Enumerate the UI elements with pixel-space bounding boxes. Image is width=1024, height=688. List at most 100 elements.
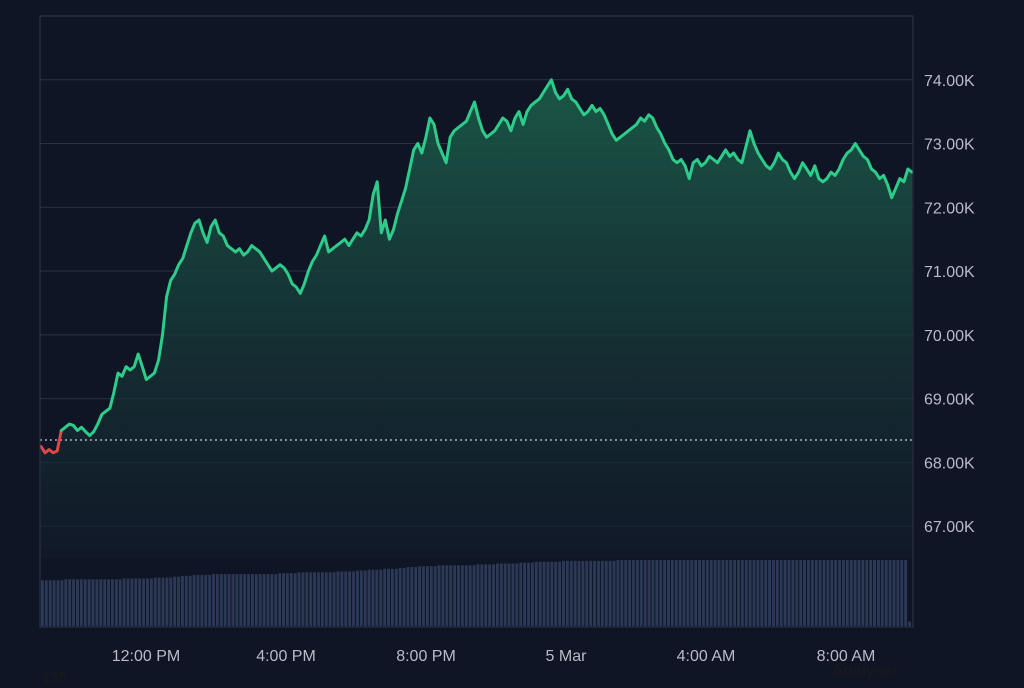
volume-bar: [418, 566, 422, 626]
volume-bar: [713, 560, 717, 626]
volume-bar: [332, 572, 336, 626]
volume-bar: [297, 572, 301, 626]
volume-bar: [647, 560, 651, 626]
volume-bar: [880, 560, 884, 626]
volume-bar: [145, 578, 149, 626]
footer-right-label: Analyser: [832, 661, 899, 680]
x-tick-label: 4:00 PM: [256, 648, 316, 665]
volume-bar: [153, 577, 157, 626]
volume-bar: [348, 571, 352, 626]
volume-bar: [896, 560, 900, 626]
volume-bar: [845, 560, 849, 626]
volume-bar: [223, 574, 227, 626]
volume-bar: [394, 568, 398, 626]
volume-bar: [737, 560, 740, 626]
volume-bar: [857, 560, 861, 626]
volume-bar: [340, 571, 344, 626]
volume-bar: [157, 577, 161, 626]
volume-bar: [783, 560, 787, 626]
volume-bar: [208, 574, 212, 626]
volume-bar: [826, 560, 830, 626]
volume-bar: [460, 565, 464, 626]
volume-bar: [138, 578, 142, 626]
volume-bar: [748, 560, 752, 626]
volume-bar: [457, 565, 460, 626]
volume-bar: [317, 572, 320, 626]
volume-bar: [414, 567, 418, 626]
volume-bar: [231, 574, 235, 626]
volume-bar: [635, 560, 639, 626]
volume-bar: [756, 560, 760, 626]
volume-bar: [702, 560, 705, 626]
volume-bar: [515, 563, 519, 626]
volume-bar: [554, 561, 558, 626]
volume-bar: [445, 565, 449, 626]
volume-bar: [643, 560, 647, 626]
volume-bar: [107, 579, 110, 626]
volume-bar: [324, 572, 328, 626]
volume-bar: [367, 569, 371, 626]
volume-bar: [581, 560, 585, 626]
volume-bar: [538, 561, 542, 626]
volume-bar: [600, 560, 604, 626]
volume-bar: [667, 560, 670, 626]
volume-bar: [472, 565, 476, 626]
volume-bar: [569, 560, 573, 626]
volume-bar: [313, 572, 317, 626]
x-tick-label: 8:00 AM: [817, 648, 876, 665]
volume-bar: [779, 560, 783, 626]
volume-bar: [523, 562, 527, 626]
volume-bar: [250, 574, 254, 626]
volume-bar: [429, 566, 433, 626]
volume-bar: [99, 579, 103, 626]
volume-bar: [807, 560, 810, 626]
x-tick-label: 12:00 PM: [112, 648, 180, 665]
volume-bar: [772, 560, 775, 626]
volume-bar: [904, 560, 908, 626]
volume-bar: [410, 567, 414, 626]
volume-bar: [227, 574, 231, 626]
volume-bar: [270, 574, 274, 626]
volume-bar: [752, 560, 756, 626]
volume-bar: [488, 564, 492, 626]
volume-bar: [379, 569, 383, 626]
volume-bar: [48, 580, 52, 626]
volume-bar: [258, 574, 262, 626]
volume-bar: [721, 560, 725, 626]
volume-bar: [239, 574, 243, 626]
volume-bar: [375, 569, 379, 626]
footer-left-label: 135: [42, 669, 68, 686]
volume-bar: [849, 560, 853, 626]
volume-bar: [449, 565, 453, 626]
volume-bar: [173, 576, 177, 626]
volume-bar: [810, 560, 814, 626]
price-area-fill: [41, 79, 912, 559]
volume-bar: [694, 560, 698, 626]
volume-bar: [900, 560, 904, 626]
volume-bar: [437, 565, 441, 626]
volume-bar: [495, 563, 499, 626]
volume-bar: [161, 577, 165, 626]
volume-bar: [180, 575, 184, 626]
volume-bar: [177, 576, 180, 626]
volume-bar: [573, 560, 577, 626]
volume-bar: [729, 560, 733, 626]
volume-bar: [530, 562, 534, 626]
volume-bar: [44, 580, 48, 626]
volume-bar: [639, 560, 643, 626]
volume-bar: [359, 570, 363, 626]
y-tick-label: 70.00K: [924, 328, 975, 345]
volume-bar: [196, 574, 200, 626]
volume-bar: [83, 579, 87, 626]
volume-bar: [476, 564, 480, 626]
volume-bar: [511, 563, 515, 626]
volume-bar: [200, 574, 204, 626]
x-tick-label: 8:00 PM: [396, 648, 456, 665]
volume-bar: [892, 560, 896, 626]
volume-bar: [390, 568, 394, 626]
volume-bar: [441, 565, 445, 626]
volume-bar: [328, 572, 332, 626]
y-tick-label: 67.00K: [924, 519, 975, 536]
volume-bar: [247, 574, 250, 626]
